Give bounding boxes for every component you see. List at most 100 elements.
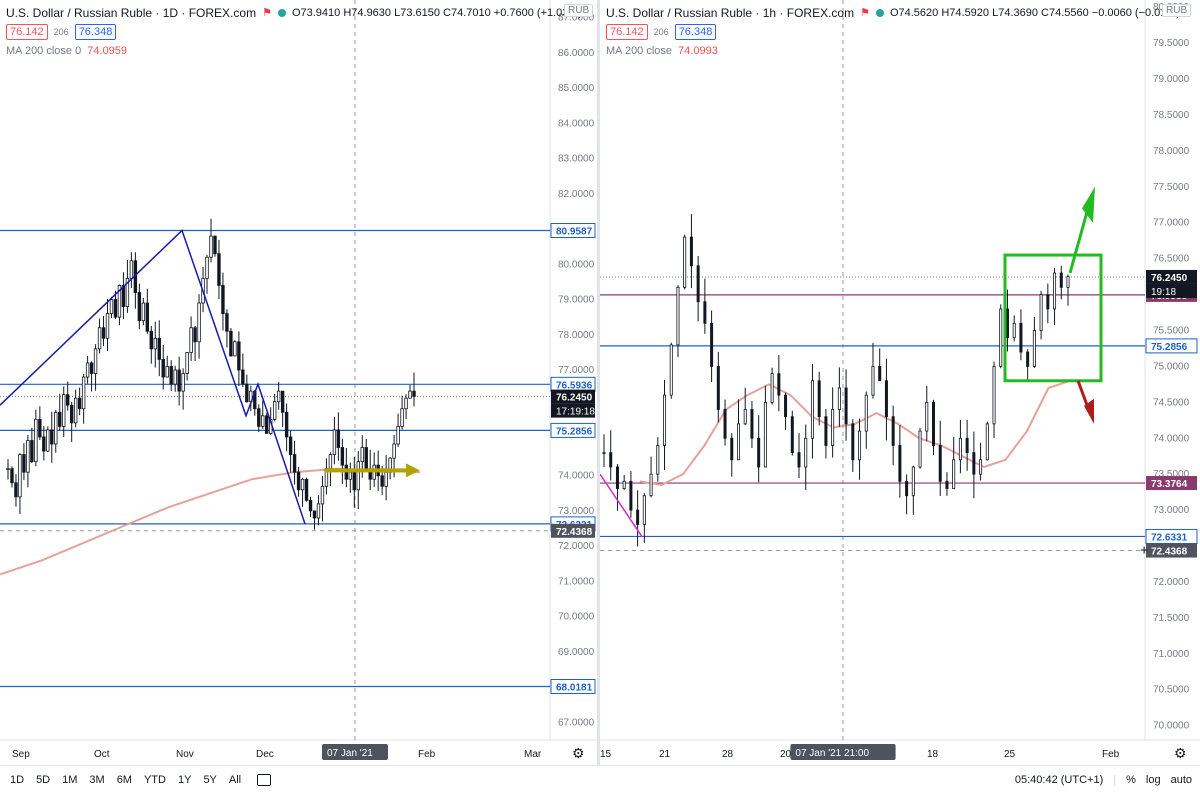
- candle-body: [925, 401, 929, 432]
- range-6m[interactable]: 6M: [116, 774, 132, 786]
- y-tick-label: 74.5000: [1153, 397, 1190, 408]
- candle-body: [380, 475, 384, 487]
- candle-body: [649, 473, 653, 497]
- y-tick-label: 84.0000: [558, 118, 595, 129]
- candle-body: [153, 337, 157, 350]
- range-3m[interactable]: 3M: [89, 774, 105, 786]
- candle-body: [348, 471, 353, 480]
- left-chart-canvas[interactable]: 87.0000 86.0000 85.0000 84.0000 83.0000 82.00…: [0, 0, 598, 765]
- candle-body: [316, 503, 321, 519]
- log-toggle[interactable]: log: [1145, 774, 1161, 786]
- countdown-box: [551, 403, 595, 418]
- candle-body: [30, 440, 34, 463]
- price-label-box: [1146, 543, 1197, 558]
- y-tick-label: 75.5000: [1153, 325, 1190, 336]
- candle-body: [233, 341, 237, 357]
- clock-time[interactable]: 05:40:42 (UTC+1): [1014, 774, 1104, 786]
- percent-toggle[interactable]: %: [1126, 774, 1136, 786]
- candle-body: [62, 394, 66, 427]
- range-1m[interactable]: 1M: [62, 774, 78, 786]
- candle-body: [157, 337, 161, 360]
- candle-body: [276, 390, 281, 403]
- candle-body: [743, 409, 747, 425]
- y-tick-label: 78.0000: [558, 330, 595, 341]
- x-tick-label: Mar: [524, 749, 542, 760]
- price-label-box: [550, 679, 596, 695]
- left-bid-box[interactable]: 76.142: [6, 24, 48, 40]
- zigzag-trendline: [0, 229, 306, 525]
- candle-body: [858, 430, 862, 461]
- x-tick-label: 15: [600, 749, 612, 760]
- range-1y[interactable]: 1Y: [177, 774, 192, 786]
- candle-body: [851, 423, 855, 461]
- range-5d[interactable]: 5D: [36, 774, 51, 786]
- green-arrow-shaft: [1068, 207, 1090, 274]
- candle-body: [121, 285, 126, 307]
- price-label-box: [550, 422, 596, 438]
- left-legend: U.S. Dollar / Russian Ruble · 1D · FOREX…: [6, 6, 582, 58]
- panel-divider[interactable]: [597, 0, 600, 765]
- candle-body: [1005, 308, 1009, 339]
- right-ask-box[interactable]: 76.348: [674, 24, 717, 40]
- left-currency-label[interactable]: RUB: [564, 4, 594, 17]
- market-status-icon: [875, 9, 884, 17]
- candle-body: [169, 366, 173, 385]
- range-5y[interactable]: 5Y: [203, 774, 217, 786]
- candle-body: [241, 369, 245, 385]
- candle-body: [1019, 322, 1023, 353]
- candle-body: [93, 348, 98, 374]
- candle-body: [245, 383, 249, 403]
- candle-body: [629, 480, 633, 511]
- range-1d[interactable]: 1D: [10, 774, 25, 786]
- candle-body: [958, 437, 962, 461]
- auto-toggle[interactable]: auto: [1170, 774, 1192, 786]
- candle-body: [340, 447, 345, 466]
- candle-body: [932, 401, 936, 446]
- candle-body: [177, 369, 181, 392]
- price-label-box: [550, 223, 596, 239]
- y-tick-label: 78.5000: [1153, 110, 1190, 121]
- right-chart-canvas[interactable]: 80.000079.500079.000078.500078.000077.50…: [600, 0, 1200, 765]
- right-legend: U.S. Dollar / Russian Ruble · 1h · FOREX…: [606, 6, 1180, 58]
- price-label: 72.4368: [556, 527, 593, 538]
- y-tick-label: 70.0000: [558, 612, 595, 623]
- candle-body: [137, 292, 142, 322]
- y-tick-label: 74.0000: [558, 471, 595, 482]
- right-ma-label: MA 200 close: [606, 45, 673, 57]
- y-tick-label: 75.0000: [1153, 361, 1190, 372]
- price-axis: [1145, 0, 1200, 765]
- candle-body: [831, 409, 835, 446]
- countdown-label: 19:18: [1151, 287, 1176, 298]
- candle-body: [225, 313, 229, 332]
- candle-body: [189, 327, 193, 353]
- candle-body: [400, 408, 404, 427]
- right-symbol-title[interactable]: U.S. Dollar / Russian Ruble · 1h · FOREX…: [606, 6, 855, 20]
- calendar-icon[interactable]: [257, 774, 272, 786]
- right-bid-box[interactable]: 76.142: [606, 24, 648, 40]
- left-chart-panel[interactable]: 87.0000 86.0000 85.0000 84.0000 83.0000 82.00…: [0, 0, 598, 765]
- candle-body: [965, 437, 969, 454]
- candle-body: [396, 425, 400, 445]
- candle-body: [676, 286, 680, 346]
- range-all[interactable]: All: [228, 774, 242, 786]
- range-ytd[interactable]: YTD: [143, 774, 166, 786]
- candle-body: [844, 387, 848, 425]
- candle-body: [332, 429, 337, 455]
- right-ohlc-values: O74.5620 H74.5920 L74.3690 C74.5560 −0.0…: [889, 7, 1180, 19]
- y-tick-label: 71.0000: [558, 576, 595, 587]
- candle-body: [221, 285, 225, 315]
- price-label-box: [1145, 338, 1198, 354]
- left-ask-box[interactable]: 76.348: [74, 24, 117, 40]
- candle-body: [173, 369, 177, 385]
- candle-body: [871, 366, 875, 396]
- left-symbol-title[interactable]: U.S. Dollar / Russian Ruble · 1D · FOREX…: [6, 6, 257, 20]
- candle-body: [296, 471, 301, 491]
- candle-body: [911, 466, 915, 497]
- candle-body: [97, 327, 102, 350]
- candle-body: [34, 418, 38, 463]
- right-currency-label[interactable]: RUB: [1162, 4, 1192, 17]
- candle-body: [85, 362, 90, 378]
- y-tick-label: 82.0000: [558, 189, 595, 200]
- right-chart-panel[interactable]: 80.000079.500079.000078.500078.000077.50…: [600, 0, 1200, 765]
- candle-body: [999, 308, 1003, 367]
